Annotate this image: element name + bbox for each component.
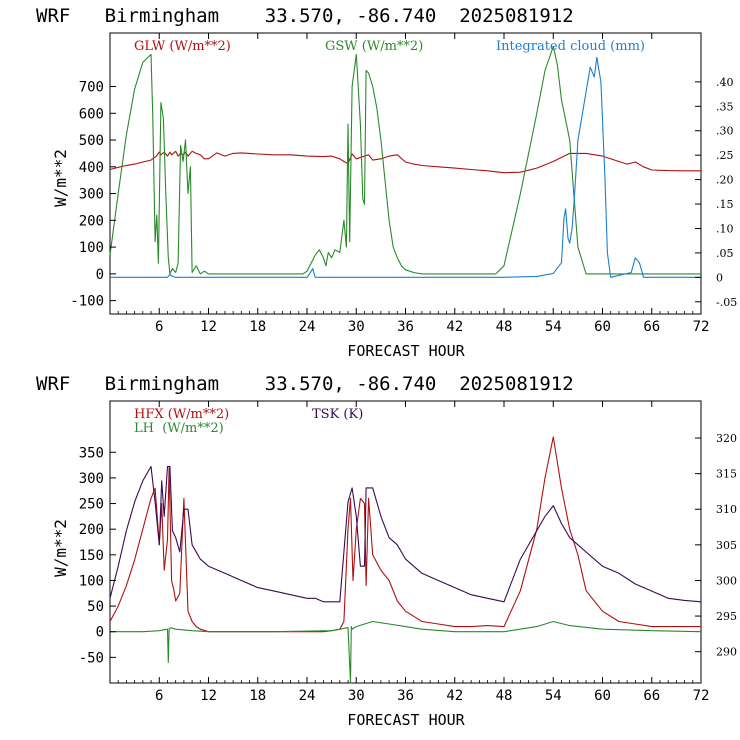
y-axis-label: W/m**2 <box>51 519 70 577</box>
y-tick-label: 100 <box>79 240 104 256</box>
y-tick-label: 200 <box>79 522 104 538</box>
y-tick-label: 0 <box>96 267 104 283</box>
y-tick-label: -100 <box>70 294 104 310</box>
x-tick-label: 30 <box>348 688 365 704</box>
x-tick-label: 54 <box>545 319 562 335</box>
x-tick-label: 42 <box>446 688 463 704</box>
x-tick-label: 48 <box>496 319 513 335</box>
y-tick-label: 350 <box>79 445 104 461</box>
axis-ticks: 6 12 18 24 30 36 42 48 54 60 66 72 -100 0 100 200 300 400… <box>70 33 737 335</box>
x-tick-label: 30 <box>348 319 365 335</box>
y2-tick-label: 0 <box>716 271 723 284</box>
y2-tick-label: 305 <box>716 539 737 552</box>
x-tick-label: 36 <box>397 688 414 704</box>
y2-tick-label: -.05 <box>716 296 737 309</box>
x-tick-label: 18 <box>249 319 266 335</box>
legend-tsk: TSK (K) <box>312 407 363 422</box>
y2-tick-label: .20 <box>716 174 734 187</box>
x-tick-label: 6 <box>155 319 163 335</box>
y2-tick-label: 315 <box>716 468 737 481</box>
legend-cloud: Integrated cloud (mm) <box>496 39 645 54</box>
y-tick-label: 100 <box>79 573 104 589</box>
x-tick-label: 42 <box>446 319 463 335</box>
x-axis-label: FORECAST HOUR <box>347 711 465 729</box>
x-tick-label: 54 <box>545 688 562 704</box>
y-axis-label: W/m**2 <box>51 149 70 207</box>
y-tick-label: 300 <box>79 471 104 487</box>
x-tick-label: 6 <box>155 688 163 704</box>
heat-flux-chart: WRF Birmingham 33.570, -86.740 202508191… <box>36 373 737 729</box>
x-tick-label: 24 <box>299 688 316 704</box>
series-lines <box>109 45 701 278</box>
y-tick-label: -50 <box>79 650 104 666</box>
legend-gsw: GSW (W/m**2) <box>325 39 423 54</box>
x-tick-label: 66 <box>643 319 660 335</box>
y-tick-label: 50 <box>87 599 104 615</box>
x-tick-label: 66 <box>643 688 660 704</box>
y-tick-label: 400 <box>79 160 104 176</box>
x-tick-label: 24 <box>299 319 316 335</box>
y2-tick-label: .25 <box>716 149 734 162</box>
x-tick-label: 36 <box>397 319 414 335</box>
x-tick-label: 48 <box>496 688 513 704</box>
y-tick-label: 600 <box>79 106 104 122</box>
y-tick-label: 200 <box>79 213 104 229</box>
legend-hfx: HFX (W/m**2) <box>134 407 229 422</box>
x-tick-label: 12 <box>200 319 217 335</box>
y-tick-label: 0 <box>96 625 104 641</box>
y2-tick-label: .30 <box>716 125 734 138</box>
x-tick-label: 18 <box>249 688 266 704</box>
y-tick-label: 300 <box>79 187 104 203</box>
y-tick-label: 500 <box>79 133 104 149</box>
series-line-gsw-w-m-2 <box>109 45 701 275</box>
y2-tick-label: .05 <box>716 247 734 260</box>
x-tick-label: 72 <box>693 319 710 335</box>
radiation-cloud-chart: WRF Birmingham 33.570, -86.740 202508191… <box>36 5 737 360</box>
y2-tick-label: .35 <box>716 100 734 113</box>
series-line-hfx-w-m-2 <box>109 436 701 633</box>
legend-glw: GLW (W/m**2) <box>134 39 231 54</box>
axis-ticks: 6 12 18 24 30 36 42 48 54 60 66 72 -50 0 50 100 150 200 25… <box>79 401 737 704</box>
x-tick-label: 72 <box>693 688 710 704</box>
y-tick-label: 700 <box>79 80 104 96</box>
y2-tick-label: 320 <box>716 432 737 445</box>
y2-tick-label: 310 <box>716 503 737 516</box>
legend-lh: LH (W/m**2) <box>134 421 224 436</box>
y-tick-label: 150 <box>79 548 104 564</box>
series-line-lh-w-m-2 <box>110 620 702 684</box>
series-line-integrated-cloud-mm <box>110 56 701 278</box>
y2-tick-label: .10 <box>716 222 734 235</box>
y2-tick-label: 300 <box>716 574 737 587</box>
y2-tick-label: .40 <box>716 76 734 89</box>
plot-area <box>109 400 702 684</box>
chart-title: WRF Birmingham 33.570, -86.740 202508191… <box>36 5 574 27</box>
y2-tick-label: 290 <box>716 646 737 659</box>
series-line-tsk-k <box>109 465 702 603</box>
x-tick-label: 60 <box>594 319 611 335</box>
series-lines <box>109 436 702 684</box>
chart-title: WRF Birmingham 33.570, -86.740 202508191… <box>36 373 574 395</box>
x-axis-label: FORECAST HOUR <box>347 342 465 360</box>
y-tick-label: 250 <box>79 497 104 513</box>
y2-tick-label: .15 <box>716 198 734 211</box>
series-line-glw-w-m-2 <box>109 150 701 174</box>
x-tick-label: 60 <box>594 688 611 704</box>
y2-tick-label: 295 <box>716 610 737 623</box>
x-tick-label: 12 <box>200 688 217 704</box>
